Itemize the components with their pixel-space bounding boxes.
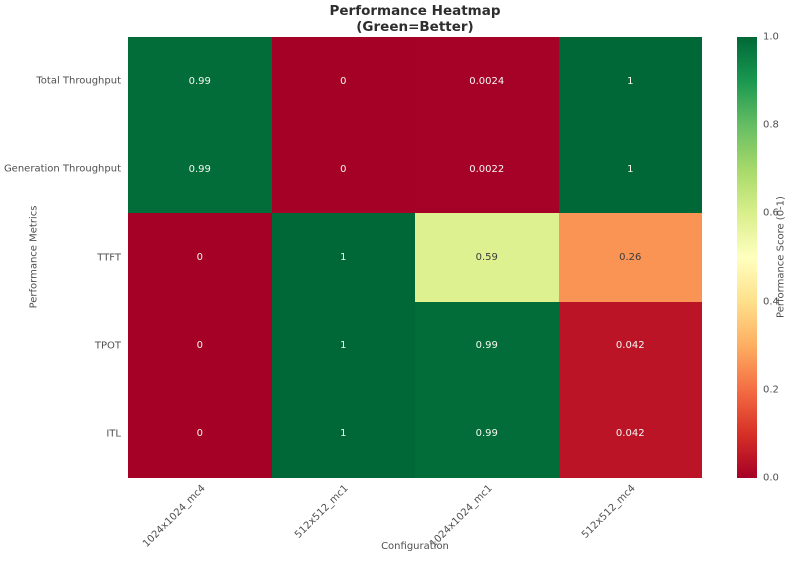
heatmap-cell: 0.99 bbox=[415, 389, 559, 478]
cell-value: 0 bbox=[196, 428, 203, 440]
heatmap-cell: 0.042 bbox=[558, 389, 702, 478]
heatmap-cell: 0.26 bbox=[558, 213, 702, 302]
chart-title-line2: (Green=Better) bbox=[356, 18, 474, 35]
heatmap-cell: 0 bbox=[271, 125, 415, 214]
cell-value: 0.26 bbox=[619, 251, 642, 263]
x-tick-label: 1024x1024_mc1 bbox=[427, 483, 495, 550]
colorbar-tick-label: 0.2 bbox=[763, 384, 779, 396]
x-tick-label: 512x512_mc4 bbox=[580, 483, 639, 541]
cell-value: 1 bbox=[627, 163, 634, 175]
cell-value: 0.042 bbox=[615, 340, 645, 352]
chart-title: Performance Heatmap (Green=Better) bbox=[128, 3, 702, 35]
cell-value: 1 bbox=[340, 428, 347, 440]
heatmap-cell: 1 bbox=[558, 37, 702, 126]
heatmap-cell: 0 bbox=[271, 37, 415, 126]
heatmap-grid: 0.99 0 0.0024 1 0.99 0 0.0022 1 0 1 0.59 0.26 0 1 0.99… bbox=[128, 37, 702, 478]
colorbar-tick-label: 1.0 bbox=[763, 31, 779, 43]
cell-value: 0.99 bbox=[475, 340, 498, 352]
x-axis-label: Configuration bbox=[381, 541, 449, 552]
x-tick-label: 512x512_mc1 bbox=[293, 483, 352, 541]
colorbar-gradient bbox=[737, 37, 757, 478]
chart-title-line1: Performance Heatmap bbox=[329, 3, 501, 19]
colorbar-tick-label: 0.0 bbox=[763, 472, 779, 484]
cell-value: 0 bbox=[196, 251, 203, 263]
x-tick-label: 1024x1024_mc4 bbox=[140, 483, 208, 550]
cell-value: 0.042 bbox=[615, 428, 645, 440]
cell-value: 0.99 bbox=[475, 428, 498, 440]
y-tick-label: TPOT bbox=[94, 340, 121, 352]
cell-value: 1 bbox=[340, 251, 347, 263]
y-tick-label: ITL bbox=[106, 428, 121, 440]
heatmap-cell: 0.0022 bbox=[415, 125, 559, 214]
cell-value: 1 bbox=[340, 340, 347, 352]
heatmap-cell: 0.59 bbox=[415, 213, 559, 302]
y-tick-label: Total Throughput bbox=[36, 75, 121, 87]
cell-value: 0 bbox=[340, 75, 347, 87]
y-axis-label: Performance Metrics bbox=[28, 205, 40, 309]
cell-value: 0.59 bbox=[475, 251, 498, 263]
heatmap-cell: 0 bbox=[128, 389, 272, 478]
cell-value: 0 bbox=[196, 340, 203, 352]
heatmap-cell: 0 bbox=[128, 301, 272, 390]
cell-value: 1 bbox=[627, 75, 634, 87]
heatmap-cell: 1 bbox=[271, 389, 415, 478]
y-tick-label: TTFT bbox=[97, 252, 121, 263]
heatmap-cell: 1 bbox=[271, 213, 415, 302]
heatmap-cell: 0 bbox=[128, 213, 272, 302]
colorbar-label: Performance Score (0-1) bbox=[775, 196, 787, 318]
y-tick-label: Generation Throughput bbox=[3, 163, 121, 175]
heatmap-cell: 0.99 bbox=[128, 125, 272, 214]
cell-value: 0.0024 bbox=[469, 75, 505, 87]
heatmap-cell: 0.0024 bbox=[415, 37, 559, 126]
cell-value: 0.99 bbox=[188, 75, 211, 87]
heatmap-cell: 0.99 bbox=[415, 301, 559, 390]
heatmap-cell: 1 bbox=[558, 125, 702, 214]
cell-value: 0 bbox=[340, 163, 347, 175]
colorbar-tick-label: 0.8 bbox=[763, 119, 779, 131]
heatmap-cell: 0.042 bbox=[558, 301, 702, 390]
colorbar-tick-label: 0.6 bbox=[763, 207, 779, 219]
cell-value: 0.99 bbox=[188, 163, 211, 175]
heatmap-cell: 1 bbox=[271, 301, 415, 390]
cell-value: 0.0022 bbox=[469, 163, 505, 175]
colorbar-tick-label: 0.4 bbox=[763, 296, 779, 308]
heatmap-cell: 0.99 bbox=[128, 37, 272, 126]
